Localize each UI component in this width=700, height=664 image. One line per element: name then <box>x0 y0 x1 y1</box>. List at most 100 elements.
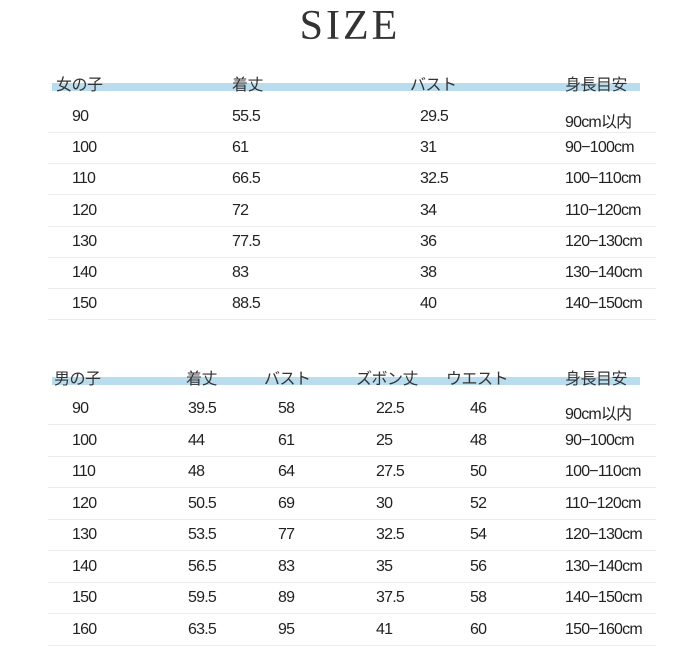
table-cell: 90 <box>72 108 89 125</box>
table-cell: 39.5 <box>188 400 217 417</box>
table-cell: 44 <box>188 431 205 449</box>
table-cell: 140 <box>72 557 97 575</box>
row-divider <box>48 424 656 425</box>
table-cell: 90 <box>72 400 89 417</box>
table-cell: 150−160cm <box>565 620 643 638</box>
table-cell: 32.5 <box>376 526 405 543</box>
table-cell: 58 <box>278 400 295 417</box>
table-cell: 83 <box>278 557 295 575</box>
table-cell: 110 <box>72 463 96 480</box>
table-cell: 58 <box>470 589 487 606</box>
table-cell: 90−100cm <box>565 431 635 449</box>
table-cell: 130 <box>72 232 97 250</box>
table-cell: 120−130cm <box>565 232 643 250</box>
column-header: バスト <box>264 371 311 388</box>
table-cell: 61 <box>278 431 295 449</box>
table-cell: 90−100cm <box>565 139 635 157</box>
row-divider <box>48 455 656 457</box>
table-cell: 120 <box>72 494 97 512</box>
row-divider <box>48 225 656 227</box>
header-highlight-band <box>52 83 640 91</box>
table-cell: 56.5 <box>188 557 217 575</box>
table-cell: 54 <box>470 526 487 543</box>
table-cell: 130 <box>72 526 97 543</box>
table-cell: 66.5 <box>232 170 261 188</box>
table-cell: 61 <box>232 139 249 157</box>
table-cell: 110 <box>72 170 96 188</box>
column-header: 身長目安 <box>565 371 628 388</box>
table-cell: 100 <box>72 431 97 449</box>
table-cell: 120−130cm <box>565 526 643 543</box>
table-cell: 140−150cm <box>565 295 643 313</box>
table-cell: 90cm以内 <box>565 114 632 131</box>
column-header: 着丈 <box>186 371 218 388</box>
table-cell: 100−110cm <box>565 170 641 188</box>
table-cell: 40 <box>420 295 437 313</box>
row-divider <box>48 194 656 196</box>
header-highlight-band <box>52 377 640 385</box>
table-cell: 140−150cm <box>565 589 643 606</box>
table-cell: 130−140cm <box>565 557 643 575</box>
table-cell: 83 <box>232 264 249 281</box>
table-cell: 100 <box>72 139 97 157</box>
column-header: バスト <box>410 77 457 94</box>
table-cell: 88.5 <box>232 295 261 313</box>
table-cell: 90cm以内 <box>565 406 632 423</box>
row-divider <box>48 644 656 646</box>
table-cell: 30 <box>376 494 393 512</box>
table-cell: 41 <box>376 620 393 638</box>
table-cell: 55.5 <box>232 108 261 125</box>
column-header: 着丈 <box>232 77 264 94</box>
table-cell: 120 <box>72 201 97 219</box>
table-cell: 48 <box>188 463 205 480</box>
table-cell: 50 <box>470 463 487 480</box>
table-cell: 34 <box>420 201 437 219</box>
table-cell: 46 <box>470 400 487 417</box>
row-divider <box>48 163 656 165</box>
table-cell: 59.5 <box>188 589 217 606</box>
table-cell: 48 <box>470 431 487 449</box>
table-cell: 35 <box>376 557 393 575</box>
table-cell: 31 <box>420 139 437 157</box>
table-cell: 29.5 <box>420 108 449 125</box>
table-cell: 60 <box>470 620 487 638</box>
column-header: 女の子 <box>56 77 103 94</box>
table-cell: 32.5 <box>420 170 449 188</box>
row-divider <box>48 132 656 133</box>
table-cell: 25 <box>376 431 393 449</box>
table-cell: 69 <box>278 494 295 512</box>
table-cell: 150 <box>72 589 97 606</box>
table-cell: 52 <box>470 494 487 512</box>
table-cell: 56 <box>470 557 487 575</box>
row-divider <box>48 581 656 583</box>
column-header: 身長目安 <box>565 77 628 94</box>
column-header: 男の子 <box>54 371 101 388</box>
row-divider <box>48 487 656 488</box>
table-cell: 37.5 <box>376 589 405 606</box>
table-cell: 150 <box>72 295 97 313</box>
table-cell: 38 <box>420 264 437 281</box>
table-cell: 77 <box>278 526 295 543</box>
table-cell: 89 <box>278 589 295 606</box>
table-cell: 77.5 <box>232 232 261 250</box>
row-divider <box>48 613 656 614</box>
table-cell: 110−120cm <box>565 494 641 512</box>
table-cell: 140 <box>72 264 97 281</box>
table-cell: 27.5 <box>376 463 405 480</box>
row-divider <box>48 518 656 520</box>
row-divider <box>48 550 656 551</box>
table-cell: 63.5 <box>188 620 217 638</box>
table-cell: 130−140cm <box>565 264 643 281</box>
row-divider <box>48 256 656 258</box>
table-cell: 64 <box>278 463 295 480</box>
row-divider <box>48 319 656 321</box>
table-cell: 72 <box>232 201 249 219</box>
table-cell: 95 <box>278 620 295 638</box>
column-header: ウエスト <box>446 371 509 388</box>
table-cell: 22.5 <box>376 400 405 417</box>
table-cell: 53.5 <box>188 526 217 543</box>
table-cell: 50.5 <box>188 494 217 512</box>
page-title: SIZE <box>299 3 401 49</box>
table-cell: 36 <box>420 232 437 250</box>
table-cell: 110−120cm <box>565 201 641 219</box>
